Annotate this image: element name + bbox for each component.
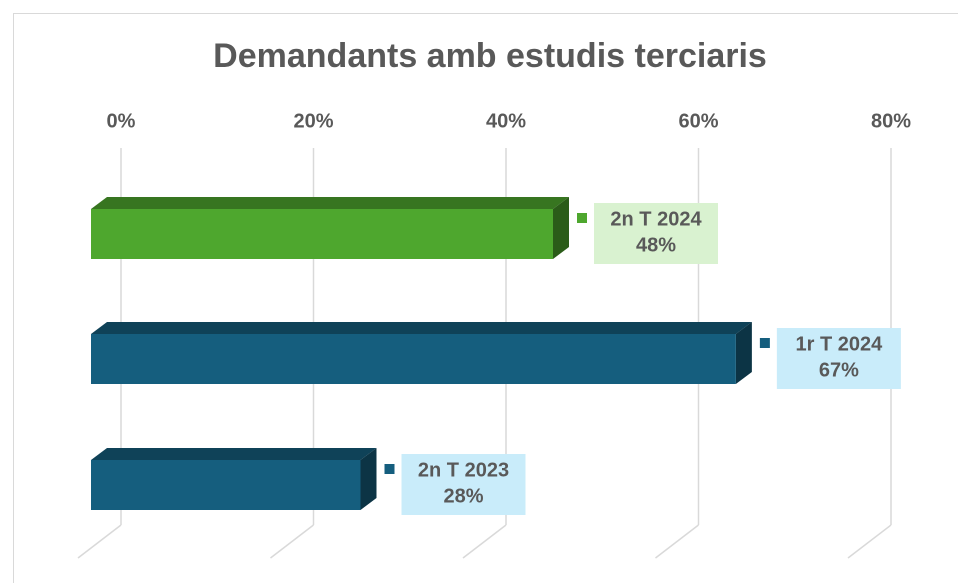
floor-line <box>270 524 314 559</box>
data-label-box <box>401 454 526 515</box>
data-label-box <box>594 203 718 264</box>
bar-side <box>553 197 569 259</box>
floor-line <box>462 524 507 559</box>
floor-line <box>847 524 892 559</box>
x-tick-label: 20% <box>293 110 333 132</box>
data-label-box <box>776 328 901 389</box>
legend-key <box>577 213 587 223</box>
bar-side <box>360 448 377 510</box>
x-tick-label: 60% <box>678 110 718 132</box>
x-tick-label: 40% <box>486 110 526 132</box>
chart-title: Demandants amb estudis terciaris <box>213 37 767 75</box>
floor-line <box>655 524 699 559</box>
bar-top <box>91 448 377 460</box>
bar <box>91 334 736 384</box>
data-label-category: 2n T 2023 <box>418 459 509 481</box>
data-label-category: 2n T 2024 <box>610 208 702 230</box>
legend-key <box>384 464 395 474</box>
data-label-value: 48% <box>636 234 676 256</box>
bar <box>91 460 361 510</box>
x-tick-label: 80% <box>871 110 911 132</box>
data-label-category: 1r T 2024 <box>796 333 884 355</box>
floor-line <box>77 524 122 559</box>
x-tick-label: 0% <box>107 110 136 132</box>
data-label-value: 28% <box>443 485 483 507</box>
bar <box>91 209 553 259</box>
bar-top <box>91 197 569 209</box>
legend-key <box>759 338 770 348</box>
bar-side <box>735 322 752 384</box>
bar-top <box>91 322 752 334</box>
data-label-value: 67% <box>819 359 859 381</box>
